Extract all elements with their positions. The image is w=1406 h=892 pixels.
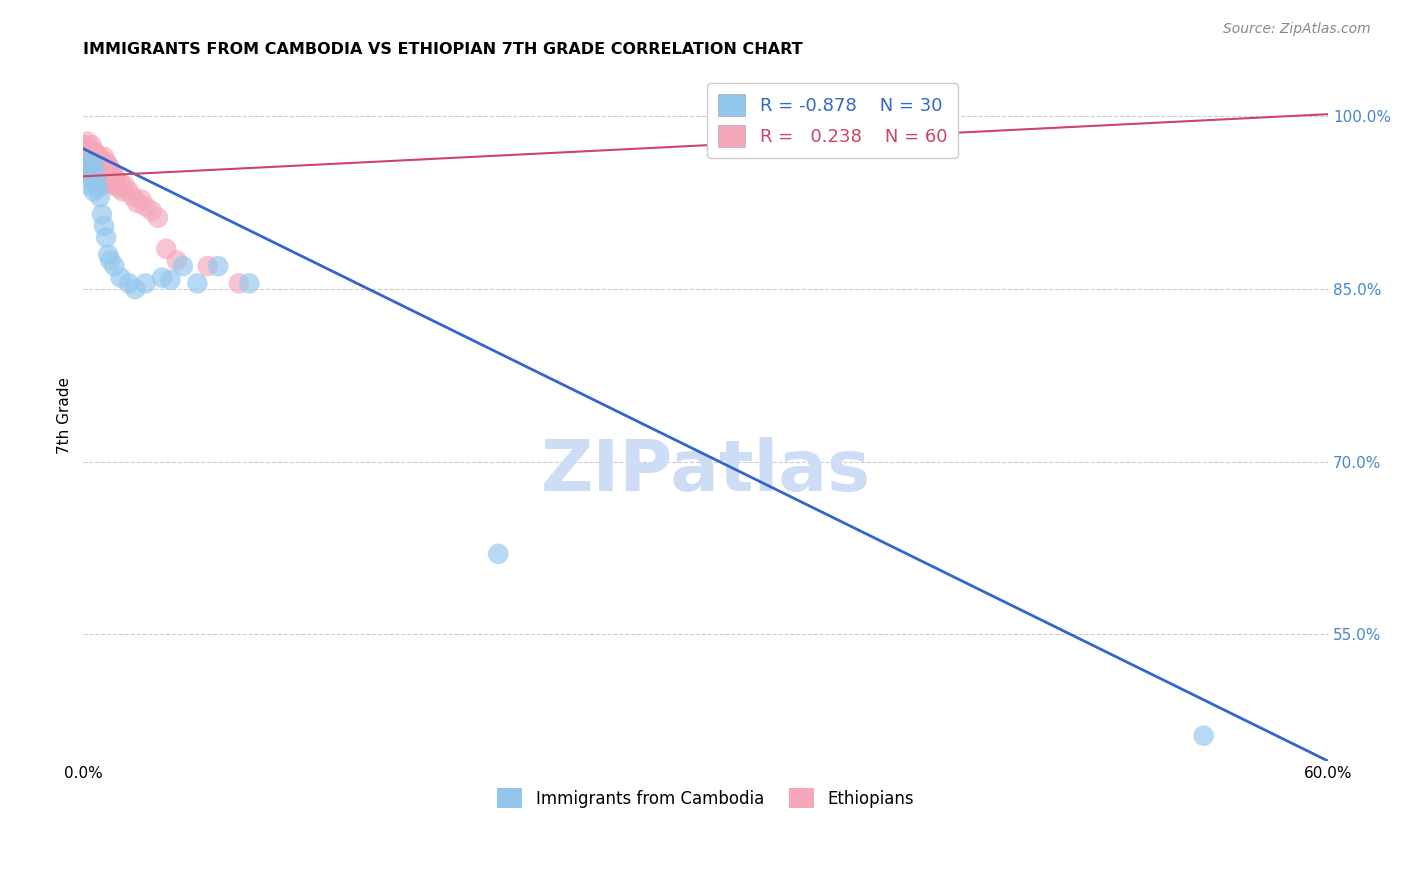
Point (84, 146, 107, 161)
Point (207, 259, 229, 273)
Point (124, 282, 146, 296)
Point (101, 176, 124, 190)
Point (79, 158, 101, 172)
Point (131, 192, 153, 206)
Point (118, 184, 141, 198)
Point (84, 176, 107, 190)
Point (159, 273, 181, 287)
Y-axis label: 7th Grade: 7th Grade (58, 377, 72, 454)
Point (93, 150, 115, 164)
Point (94, 230, 117, 244)
Point (76, 144, 98, 158)
Point (76, 135, 98, 149)
Point (79, 142, 101, 156)
Point (83, 153, 105, 168)
Point (110, 270, 132, 285)
Point (89, 190, 111, 204)
Point (80, 165, 103, 179)
Point (84, 165, 107, 179)
Point (93, 158, 115, 172)
Text: ZIPatlas: ZIPatlas (541, 436, 870, 506)
Point (97, 247, 120, 261)
Point (89, 169, 111, 184)
Point (135, 199, 157, 213)
Point (93, 219, 115, 233)
Point (75, 138, 97, 153)
Point (75, 146, 97, 161)
Point (89, 178, 111, 193)
Point (110, 176, 132, 190)
Point (228, 277, 250, 291)
Point (186, 277, 208, 291)
Point (141, 203, 163, 218)
Point (103, 169, 125, 184)
Point (87, 167, 110, 181)
Point (84, 174, 107, 188)
Point (93, 167, 115, 181)
Point (79, 167, 101, 181)
Point (166, 253, 188, 268)
Point (89, 151, 111, 165)
Point (76, 161, 98, 176)
Point (76, 155, 98, 169)
Text: Source: ZipAtlas.com: Source: ZipAtlas.com (1223, 22, 1371, 37)
Point (111, 184, 134, 198)
Point (127, 195, 149, 210)
Point (146, 211, 169, 225)
Text: IMMIGRANTS FROM CAMBODIA VS ETHIOPIAN 7TH GRADE CORRELATION CHART: IMMIGRANTS FROM CAMBODIA VS ETHIOPIAN 7T… (83, 42, 803, 57)
Point (98, 169, 121, 184)
Point (80, 146, 103, 161)
Point (80, 155, 103, 169)
Point (486, 547, 509, 561)
Point (79, 178, 101, 193)
Point (75, 155, 97, 169)
Point (91, 207, 114, 221)
Point (114, 178, 136, 193)
Point (105, 173, 128, 187)
Point (94, 165, 117, 179)
Point (98, 253, 121, 268)
Point (80, 155, 103, 169)
Point (80, 138, 103, 153)
Point (172, 259, 194, 273)
Point (79, 150, 101, 164)
Point (79, 167, 101, 181)
Point (84, 169, 107, 184)
Point (97, 158, 120, 172)
Point (84, 155, 107, 169)
Point (103, 178, 125, 193)
Point (83, 158, 105, 172)
Point (87, 158, 110, 172)
Point (83, 184, 105, 198)
Point (91, 165, 114, 179)
Point (83, 162, 105, 177)
Point (87, 176, 110, 190)
Legend: Immigrants from Cambodia, Ethiopians: Immigrants from Cambodia, Ethiopians (491, 781, 921, 815)
Point (80, 173, 103, 187)
Point (87, 148, 110, 162)
Point (83, 144, 105, 158)
Point (101, 167, 124, 181)
Point (87, 181, 110, 195)
Point (98, 161, 121, 176)
Point (122, 190, 145, 204)
Point (75, 153, 97, 168)
Point (238, 277, 260, 291)
Point (103, 259, 125, 273)
Point (118, 277, 141, 291)
Point (197, 259, 219, 273)
Point (97, 167, 120, 181)
Point (89, 160, 111, 174)
Point (135, 277, 157, 291)
Point (107, 181, 129, 195)
Point (1192, 729, 1215, 743)
Point (150, 270, 173, 285)
Point (155, 242, 177, 256)
Point (91, 155, 114, 169)
Point (94, 155, 117, 169)
